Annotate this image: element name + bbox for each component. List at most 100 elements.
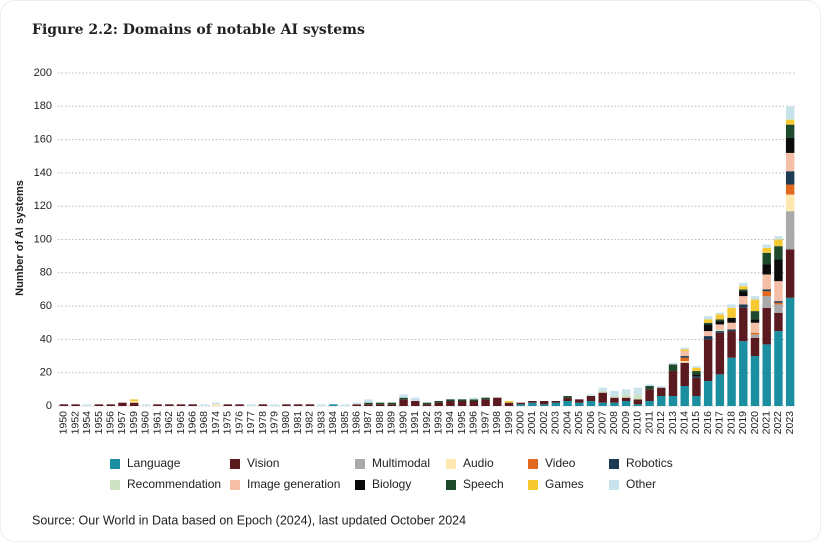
- y-tick-label: 80: [40, 267, 52, 279]
- x-tick-label: 2008: [608, 411, 620, 435]
- x-tick-label: 1980: [280, 411, 292, 435]
- bar-segment: [223, 404, 233, 406]
- bar-segment: [680, 349, 689, 352]
- bar-segment: [539, 401, 549, 405]
- bar-segment: [727, 329, 736, 332]
- bar-segment: [621, 401, 631, 406]
- bar-segment: [715, 329, 725, 332]
- x-tick-label: 1981: [292, 411, 304, 435]
- x-tick-label: 2023: [784, 411, 796, 435]
- bar-segment: [727, 322, 736, 330]
- x-tick-label: 1974: [210, 411, 222, 435]
- bar-segment: [364, 402, 373, 405]
- bar-segment: [750, 296, 760, 300]
- bar-segment: [504, 402, 514, 406]
- legend-swatch: [609, 480, 619, 490]
- bar-segment: [692, 377, 701, 397]
- bar-segment: [750, 299, 760, 312]
- x-tick-label: 2019: [737, 411, 749, 435]
- x-tick-label: 1962: [163, 411, 175, 435]
- bar-segment: [774, 304, 783, 313]
- bar-segment: [446, 399, 455, 402]
- y-tick-label: 200: [34, 67, 52, 79]
- x-tick-label: 1960: [140, 411, 152, 435]
- y-tick-label: 120: [34, 200, 52, 212]
- x-tick-label: 1966: [186, 411, 198, 435]
- bar-segment: [94, 404, 104, 406]
- bar-segment: [715, 314, 725, 320]
- bar-segment: [703, 339, 713, 382]
- bar-segment: [411, 401, 420, 406]
- legend-swatch: [355, 480, 365, 490]
- bar-segment: [317, 404, 326, 406]
- bar-segment: [668, 364, 678, 372]
- x-tick-label: 2006: [585, 411, 597, 435]
- bar-segment: [305, 404, 315, 406]
- x-tick-label: 1968: [198, 411, 210, 435]
- bar-segment: [481, 399, 490, 406]
- bar-segment: [715, 324, 725, 330]
- x-tick-label: 1988: [374, 411, 386, 435]
- x-tick-label: 1984: [327, 411, 339, 435]
- bar-segment: [762, 244, 771, 248]
- x-tick-label: 2005: [573, 411, 585, 435]
- bar-segment: [352, 404, 361, 406]
- bar-segment: [598, 392, 607, 403]
- x-tick-label: 2021: [760, 411, 772, 435]
- bar-segment: [762, 247, 771, 253]
- bar-segment: [762, 296, 771, 308]
- bar-segment: [645, 389, 654, 402]
- bar-segment: [762, 289, 771, 292]
- bar-segment: [785, 152, 795, 172]
- bar-segment: [692, 374, 701, 377]
- x-tick-label: 1959: [128, 411, 140, 435]
- x-tick-label: 1982: [304, 411, 316, 435]
- bar-segment: [774, 259, 783, 282]
- bar-segment: [750, 337, 760, 357]
- bar-segment: [703, 381, 713, 406]
- bar-segment: [598, 387, 607, 392]
- legend-label: Speech: [463, 477, 504, 491]
- legend-swatch: [230, 480, 240, 490]
- bar-segment: [551, 402, 561, 406]
- bar-segment: [621, 389, 631, 395]
- bar-segment: [633, 399, 643, 405]
- bar-segment: [399, 397, 408, 400]
- bar-segment: [188, 404, 197, 406]
- bar-segment: [516, 402, 525, 405]
- bar-segment: [785, 119, 795, 125]
- bar-segment: [785, 124, 795, 138]
- legend-label: Biology: [372, 477, 411, 491]
- bar-segment: [59, 404, 69, 406]
- bar-segment: [774, 236, 783, 240]
- bar-segment: [586, 401, 596, 406]
- bar-segment: [610, 402, 619, 406]
- y-axis-label: Number of AI systems: [14, 180, 26, 296]
- bar-segment: [411, 397, 420, 402]
- bar-segment: [493, 397, 502, 406]
- bar-segment: [774, 312, 783, 332]
- bar-segment: [762, 264, 771, 275]
- legend-label: Robotics: [626, 456, 673, 470]
- bar-segment: [727, 331, 736, 358]
- x-tick-label: 2022: [772, 411, 784, 435]
- legend-label: Games: [545, 477, 584, 491]
- x-tick-label: 1996: [468, 411, 480, 435]
- bar-segment: [785, 137, 795, 153]
- legend-swatch: [110, 459, 120, 469]
- bar-segment: [364, 404, 373, 406]
- x-tick-label: 1987: [362, 411, 374, 435]
- bar-segment: [762, 252, 771, 265]
- bar-segment: [739, 291, 748, 297]
- x-tick-label: 2015: [690, 411, 702, 435]
- bar-segment: [703, 324, 713, 332]
- bar-segment: [575, 402, 584, 406]
- bar-segment: [727, 357, 736, 406]
- bar-segment: [785, 184, 795, 195]
- bar-segment: [680, 347, 689, 350]
- bar-segment: [739, 289, 748, 292]
- y-tick-label: 140: [34, 167, 52, 179]
- bar-segment: [739, 286, 748, 290]
- bar-segment: [375, 402, 385, 405]
